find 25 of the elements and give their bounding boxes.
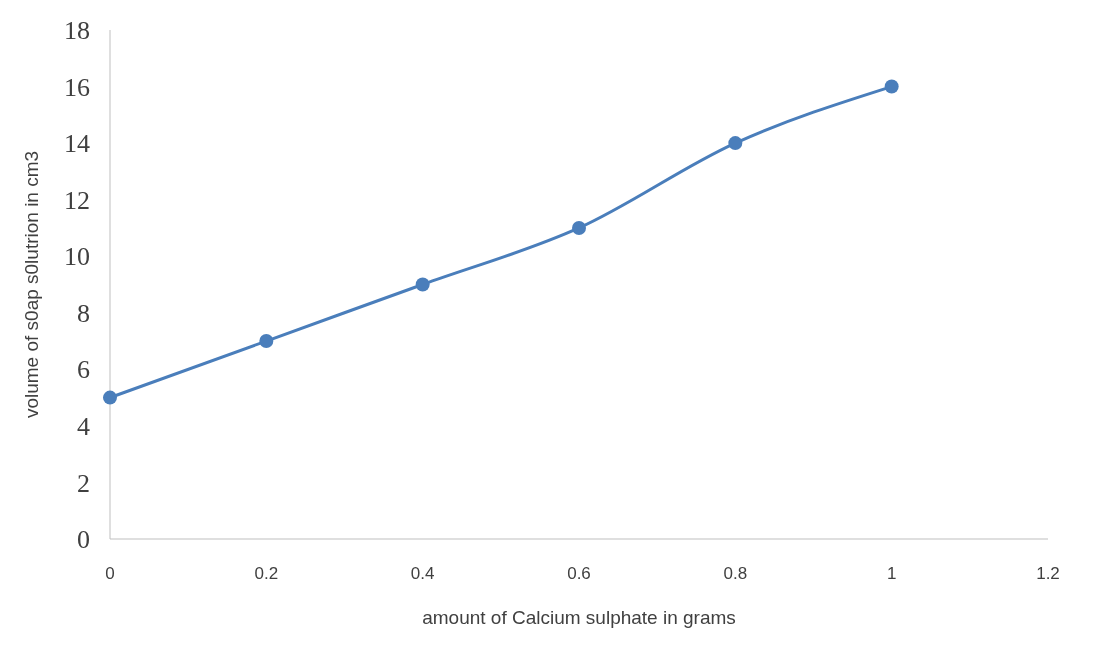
point bbox=[728, 136, 743, 151]
y-tick-label: 16 bbox=[64, 72, 90, 102]
y-axis-title: volume of s0ap s0lutrion in cm3 bbox=[21, 150, 42, 419]
x-tick-label: 1 bbox=[886, 564, 897, 583]
point bbox=[884, 79, 899, 94]
y-tick-label: 12 bbox=[64, 185, 90, 215]
y-tick-label: 6 bbox=[77, 355, 90, 385]
y-tick-label: 2 bbox=[77, 468, 90, 498]
x-tick-label: 0 bbox=[105, 564, 115, 583]
y-tick-label: 10 bbox=[64, 242, 90, 272]
point bbox=[259, 334, 274, 349]
point bbox=[572, 220, 586, 235]
x-tick-label: 0.8 bbox=[723, 564, 748, 583]
y-tick-label: 14 bbox=[64, 129, 90, 159]
y-tick-label: 4 bbox=[77, 411, 90, 441]
y-tick-label: 0 bbox=[77, 525, 90, 555]
point bbox=[103, 390, 117, 405]
x-tick-label: 1.2 bbox=[1036, 564, 1060, 583]
x-axis-title: amount of Calcium sulphate in grams bbox=[422, 607, 736, 628]
point bbox=[415, 277, 430, 292]
x-tick-label: 0.4 bbox=[410, 564, 435, 583]
x-tick-label: 0.2 bbox=[254, 564, 279, 583]
x-tick-label: 0.6 bbox=[567, 564, 591, 583]
y-tick-label: 8 bbox=[77, 298, 90, 328]
y-tick-label: 18 bbox=[64, 16, 90, 46]
